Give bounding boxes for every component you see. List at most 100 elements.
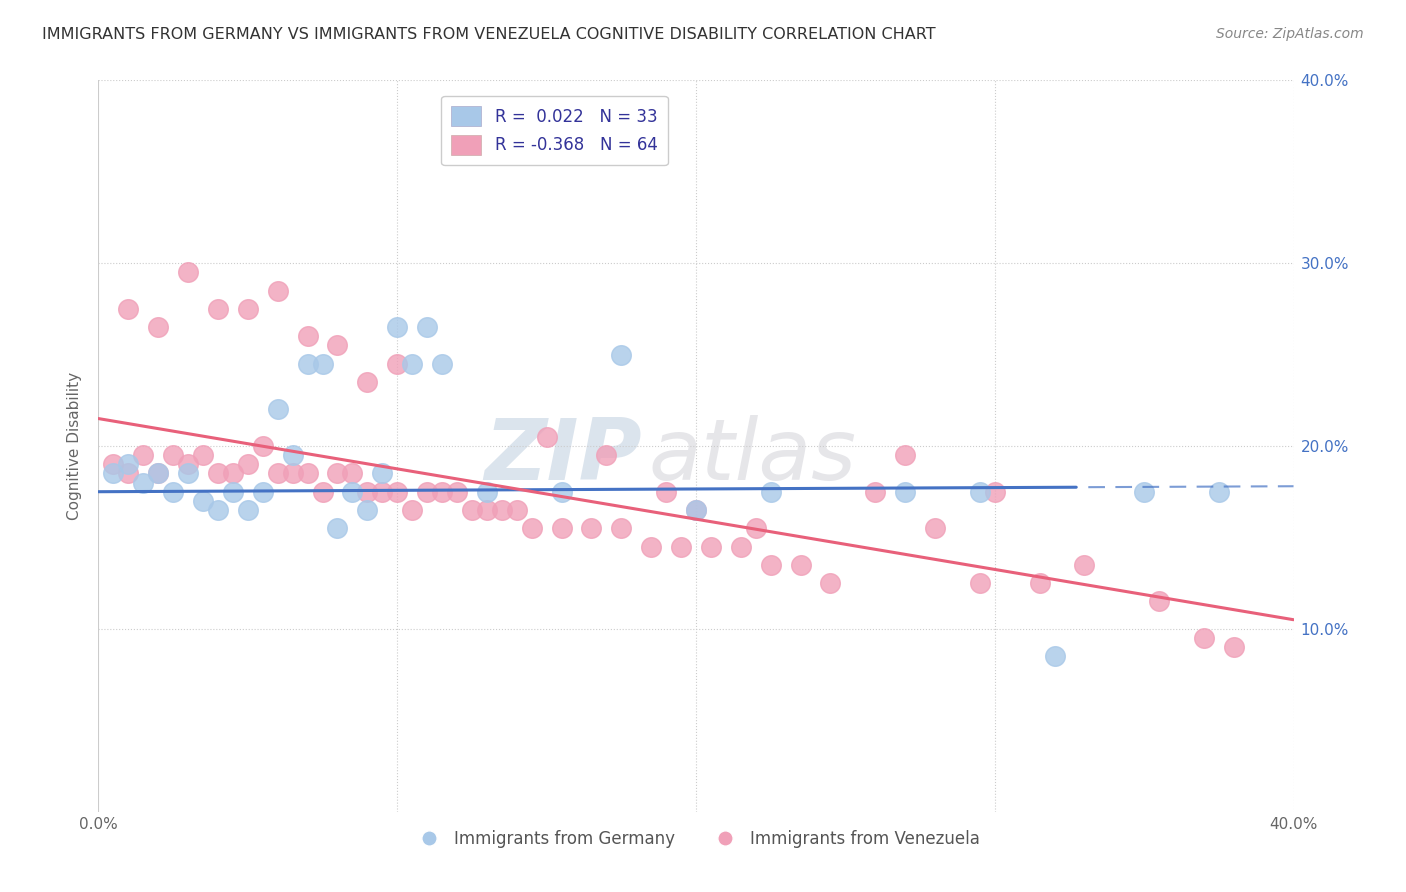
- Point: [550, 521, 572, 535]
- Point: [475, 503, 498, 517]
- Point: [446, 484, 468, 499]
- Point: [416, 484, 439, 499]
- Point: [267, 402, 290, 417]
- Point: [1223, 640, 1246, 655]
- Point: [581, 521, 603, 535]
- Point: [326, 338, 349, 352]
- Point: [655, 484, 678, 499]
- Point: [475, 484, 498, 499]
- Point: [162, 448, 184, 462]
- Point: [148, 320, 170, 334]
- Point: [894, 448, 917, 462]
- Point: [1073, 558, 1095, 572]
- Text: IMMIGRANTS FROM GERMANY VS IMMIGRANTS FROM VENEZUELA COGNITIVE DISABILITY CORREL: IMMIGRANTS FROM GERMANY VS IMMIGRANTS FR…: [42, 27, 936, 42]
- Point: [207, 467, 229, 481]
- Legend: Immigrants from Germany, Immigrants from Venezuela: Immigrants from Germany, Immigrants from…: [405, 823, 987, 855]
- Point: [745, 521, 768, 535]
- Point: [236, 301, 259, 316]
- Point: [207, 301, 229, 316]
- Point: [117, 301, 139, 316]
- Point: [177, 457, 200, 471]
- Point: [730, 540, 752, 554]
- Point: [281, 467, 304, 481]
- Point: [865, 484, 887, 499]
- Point: [595, 448, 617, 462]
- Point: [117, 467, 139, 481]
- Point: [132, 475, 155, 490]
- Point: [371, 484, 394, 499]
- Y-axis label: Cognitive Disability: Cognitive Disability: [67, 372, 83, 520]
- Point: [401, 503, 423, 517]
- Point: [506, 503, 529, 517]
- Point: [894, 484, 917, 499]
- Point: [267, 284, 290, 298]
- Point: [222, 467, 245, 481]
- Point: [759, 484, 782, 499]
- Point: [132, 448, 155, 462]
- Point: [491, 503, 513, 517]
- Point: [356, 484, 378, 499]
- Point: [1147, 594, 1170, 608]
- Point: [685, 503, 707, 517]
- Point: [191, 494, 214, 508]
- Point: [356, 375, 378, 389]
- Point: [924, 521, 946, 535]
- Point: [297, 467, 319, 481]
- Point: [371, 467, 394, 481]
- Point: [759, 558, 782, 572]
- Point: [356, 503, 378, 517]
- Point: [207, 503, 229, 517]
- Point: [820, 576, 842, 591]
- Point: [789, 558, 811, 572]
- Point: [311, 484, 333, 499]
- Point: [461, 503, 484, 517]
- Point: [103, 457, 125, 471]
- Point: [252, 439, 274, 453]
- Point: [1043, 649, 1066, 664]
- Point: [700, 540, 723, 554]
- Point: [430, 357, 453, 371]
- Point: [311, 357, 333, 371]
- Point: [177, 265, 200, 279]
- Point: [326, 521, 349, 535]
- Point: [430, 484, 453, 499]
- Point: [342, 484, 364, 499]
- Point: [297, 357, 319, 371]
- Point: [385, 320, 409, 334]
- Point: [640, 540, 662, 554]
- Point: [1192, 631, 1215, 645]
- Point: [685, 503, 707, 517]
- Point: [610, 347, 633, 362]
- Text: ZIP: ZIP: [485, 416, 643, 499]
- Point: [1208, 484, 1230, 499]
- Point: [969, 484, 991, 499]
- Text: atlas: atlas: [648, 416, 856, 499]
- Point: [222, 484, 245, 499]
- Point: [536, 430, 558, 444]
- Point: [162, 484, 184, 499]
- Point: [148, 467, 170, 481]
- Point: [520, 521, 543, 535]
- Point: [969, 576, 991, 591]
- Point: [610, 521, 633, 535]
- Point: [326, 467, 349, 481]
- Point: [236, 503, 259, 517]
- Point: [385, 357, 409, 371]
- Point: [236, 457, 259, 471]
- Point: [148, 467, 170, 481]
- Point: [297, 329, 319, 343]
- Point: [550, 484, 572, 499]
- Point: [669, 540, 692, 554]
- Point: [117, 457, 139, 471]
- Point: [1028, 576, 1050, 591]
- Point: [252, 484, 274, 499]
- Point: [267, 467, 290, 481]
- Point: [191, 448, 214, 462]
- Point: [1133, 484, 1156, 499]
- Point: [385, 484, 409, 499]
- Point: [984, 484, 1007, 499]
- Point: [401, 357, 423, 371]
- Point: [103, 467, 125, 481]
- Point: [342, 467, 364, 481]
- Text: Source: ZipAtlas.com: Source: ZipAtlas.com: [1216, 27, 1364, 41]
